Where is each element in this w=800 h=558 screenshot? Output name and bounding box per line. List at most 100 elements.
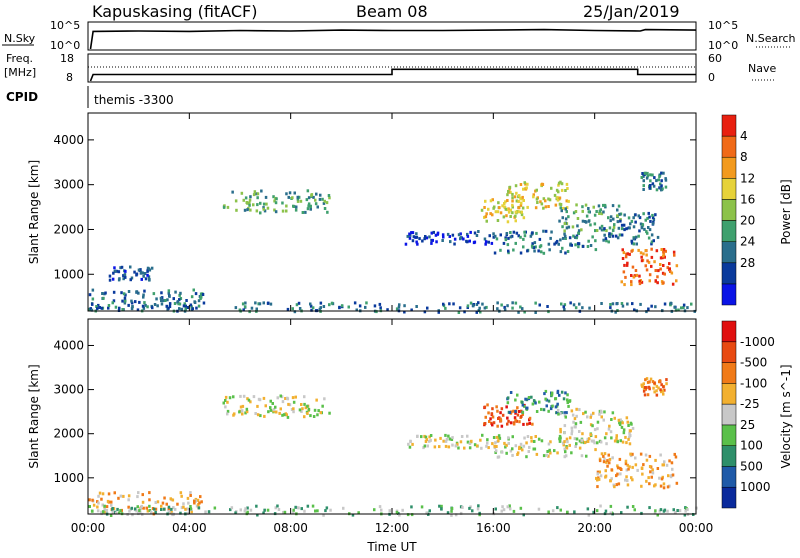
data-cell <box>91 509 94 513</box>
data-cell <box>254 412 257 415</box>
data-cell <box>652 239 655 243</box>
data-cell <box>575 234 579 238</box>
data-cell <box>403 310 406 314</box>
data-cell <box>665 463 669 467</box>
data-cell <box>496 307 499 311</box>
data-cell <box>466 306 469 309</box>
data-cell <box>648 279 651 283</box>
data-cell <box>651 380 655 384</box>
data-cell <box>530 439 533 443</box>
data-cell <box>637 248 640 252</box>
data-cell <box>550 230 553 234</box>
data-cell <box>136 495 139 499</box>
data-cell <box>112 271 115 275</box>
data-cell <box>572 420 575 424</box>
data-cell <box>532 193 535 197</box>
data-cell <box>273 208 276 212</box>
data-cell <box>596 485 599 489</box>
data-cell <box>184 507 187 511</box>
data-cell <box>647 260 651 264</box>
data-cell <box>662 281 665 285</box>
data-cell <box>143 272 147 275</box>
data-cell <box>648 506 651 510</box>
data-cell <box>648 387 651 391</box>
data-cell <box>142 293 145 297</box>
data-cell <box>644 264 647 268</box>
data-cell <box>584 203 588 207</box>
data-cell <box>477 230 480 233</box>
data-cell <box>650 233 654 237</box>
freq-tick-low: 8 <box>66 71 73 84</box>
data-cell <box>150 266 154 270</box>
data-cell <box>570 429 574 433</box>
data-cell <box>105 505 109 509</box>
nave-tick-high: 60 <box>708 52 722 65</box>
data-cell <box>183 302 186 306</box>
data-cell <box>514 410 517 413</box>
data-cell <box>536 201 539 204</box>
data-cell <box>540 250 543 254</box>
data-cell <box>146 305 149 309</box>
data-cell <box>432 230 435 234</box>
data-cell <box>638 216 642 220</box>
data-cell <box>509 190 512 194</box>
data-cell <box>309 205 312 209</box>
data-cell <box>322 201 326 205</box>
data-cell <box>447 445 451 449</box>
data-cell <box>591 235 594 239</box>
data-cell <box>511 306 514 310</box>
data-cell <box>668 484 671 488</box>
data-cell <box>509 235 513 239</box>
data-cell <box>514 301 518 305</box>
data-cell <box>662 250 665 254</box>
data-cell <box>596 427 599 431</box>
data-cell <box>222 205 226 209</box>
data-cell <box>127 494 131 498</box>
data-cell <box>655 384 659 388</box>
data-cell <box>627 467 630 471</box>
data-cell <box>430 241 433 245</box>
data-cell <box>138 509 141 513</box>
data-cell <box>248 310 251 314</box>
data-cell <box>595 509 599 513</box>
data-cell <box>486 403 489 407</box>
data-cell <box>662 509 666 513</box>
data-cell <box>224 405 227 409</box>
data-cell <box>622 431 626 435</box>
data-cell <box>514 418 517 422</box>
data-cell <box>139 271 143 275</box>
data-cell <box>245 407 249 411</box>
data-cell <box>292 410 295 414</box>
data-cell <box>561 236 565 240</box>
data-cell <box>316 413 319 417</box>
data-cell <box>561 246 564 250</box>
colorbar-segment <box>721 362 737 384</box>
data-cell <box>566 398 569 402</box>
data-cell <box>282 510 285 514</box>
data-cell <box>624 275 627 279</box>
data-cell <box>112 507 116 511</box>
data-cell <box>587 219 591 223</box>
data-cell <box>637 234 640 238</box>
data-cell <box>495 445 498 448</box>
data-cell <box>321 404 324 408</box>
data-cell <box>136 308 140 312</box>
data-cell <box>136 505 139 509</box>
data-cell <box>447 434 450 438</box>
data-cell <box>531 422 534 426</box>
data-cell <box>162 507 166 511</box>
data-cell <box>589 433 592 437</box>
data-cell <box>470 439 473 443</box>
data-cell <box>319 301 323 305</box>
data-cell <box>600 224 604 228</box>
data-cell <box>193 300 196 304</box>
data-cell <box>424 435 428 439</box>
data-cell <box>642 188 645 191</box>
data-cell <box>479 438 482 442</box>
data-cell <box>522 513 525 517</box>
data-cell <box>505 214 508 218</box>
data-cell <box>196 498 200 502</box>
data-cell <box>638 229 641 233</box>
data-cell <box>458 306 462 310</box>
